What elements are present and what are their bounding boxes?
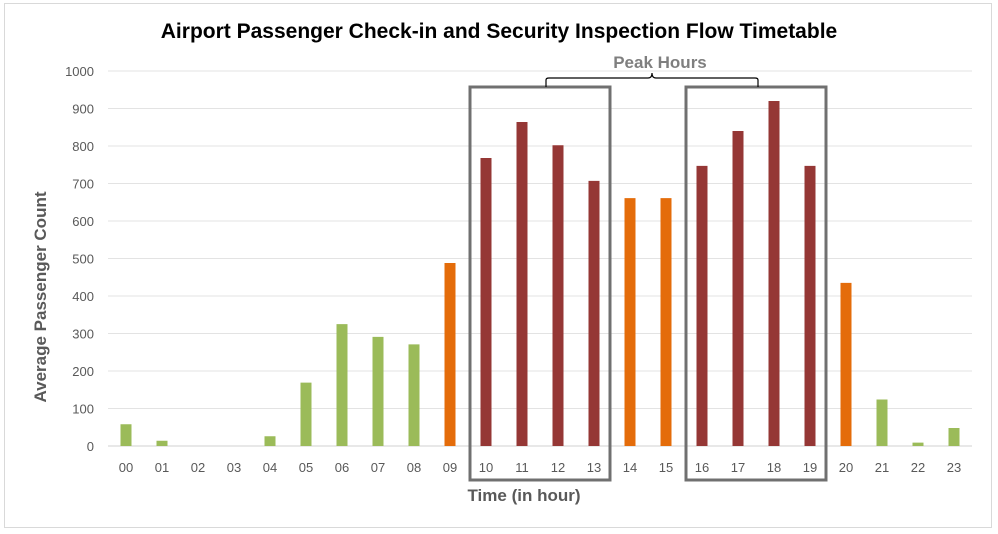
y-tick-label: 300 — [72, 327, 94, 342]
bar-20 — [840, 282, 852, 446]
bar-23 — [948, 428, 960, 446]
y-tick-label: 1000 — [65, 64, 94, 79]
bar-16 — [696, 165, 708, 446]
y-axis-label: Average Passenger Count — [31, 191, 50, 402]
x-tick-label: 02 — [191, 460, 205, 475]
peak-hours-label: Peak Hours — [613, 53, 707, 72]
x-tick-label: 17 — [731, 460, 745, 475]
x-tick-label: 05 — [299, 460, 313, 475]
bar-08 — [408, 344, 420, 446]
x-axis-label: Time (in hour) — [467, 486, 580, 505]
x-tick-label: 04 — [263, 460, 277, 475]
x-tick-label: 20 — [839, 460, 853, 475]
x-tick-label: 11 — [515, 460, 529, 475]
bar-10 — [480, 158, 492, 446]
x-tick-label: 18 — [767, 460, 781, 475]
y-tick-label: 100 — [72, 402, 94, 417]
x-tick-label: 06 — [335, 460, 349, 475]
x-tick-label: 03 — [227, 460, 241, 475]
y-tick-label: 400 — [72, 289, 94, 304]
bar-12 — [552, 145, 564, 446]
bar-06 — [336, 324, 348, 446]
bar-17 — [732, 131, 744, 446]
x-tick-label: 08 — [407, 460, 421, 475]
y-tick-label: 800 — [72, 139, 94, 154]
y-tick-label: 200 — [72, 364, 94, 379]
peak-annotation: Peak Hours — [468, 53, 828, 482]
x-tick-label: 01 — [155, 460, 169, 475]
x-tick-label: 16 — [695, 460, 709, 475]
y-tick-label: 700 — [72, 177, 94, 192]
x-tick-label: 14 — [623, 460, 637, 475]
x-tick-label: 07 — [371, 460, 385, 475]
x-tick-label: 23 — [947, 460, 961, 475]
y-tick-label: 600 — [72, 214, 94, 229]
peak-bracket — [545, 72, 759, 87]
x-tick-label: 19 — [803, 460, 817, 475]
y-tick-label: 900 — [72, 102, 94, 117]
x-tick-label: 12 — [551, 460, 565, 475]
y-tick-label: 0 — [87, 439, 94, 454]
y-tick-labels: 0 100 200 300 400 500 600 700 800 900 1000 — [65, 64, 94, 454]
bar-04 — [264, 436, 276, 446]
bar-21 — [876, 399, 888, 446]
bar-09 — [444, 263, 456, 446]
x-tick-label: 21 — [875, 460, 889, 475]
x-tick-labels: 00 01 02 03 04 05 06 07 08 09 10 11 12 13 14 15 16 17 18 19… — [119, 460, 961, 475]
bar-18 — [768, 101, 780, 446]
x-tick-label: 00 — [119, 460, 133, 475]
bar-19 — [804, 165, 816, 446]
bar-13 — [588, 180, 600, 446]
y-tick-label: 500 — [72, 252, 94, 267]
bars — [120, 101, 960, 446]
bar-11 — [516, 122, 528, 446]
bar-15 — [660, 198, 672, 446]
x-tick-label: 22 — [911, 460, 925, 475]
gridlines — [108, 70, 972, 447]
bar-07 — [372, 336, 384, 446]
bar-22 — [912, 442, 924, 446]
x-tick-label: 13 — [587, 460, 601, 475]
peak-box-2 — [684, 85, 828, 482]
x-tick-label: 10 — [479, 460, 493, 475]
bar-01 — [156, 440, 168, 446]
x-tick-label: 09 — [443, 460, 457, 475]
x-tick-label: 15 — [659, 460, 673, 475]
bar-14 — [624, 198, 636, 446]
chart-title: Airport Passenger Check-in and Security … — [160, 20, 838, 43]
bar-05 — [300, 382, 312, 446]
peak-box-1 — [468, 85, 612, 482]
bar-00 — [120, 424, 132, 446]
